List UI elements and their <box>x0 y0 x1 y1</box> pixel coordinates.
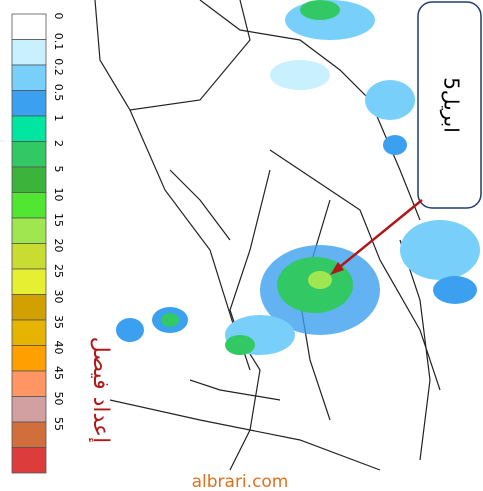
legend-label: 55 <box>52 417 65 431</box>
legend-swatch <box>11 319 47 346</box>
legend-swatch <box>11 141 47 168</box>
legend-label: 20 <box>52 239 65 253</box>
legend-swatch <box>11 447 47 474</box>
legend-swatch <box>11 39 47 66</box>
callout-arrow <box>335 199 423 271</box>
legend-swatch <box>11 396 47 423</box>
legend-swatch <box>11 370 47 397</box>
legend-label: 5 <box>52 166 65 173</box>
legend-swatch <box>11 345 47 372</box>
legend-label: 45 <box>52 366 65 380</box>
callout-box <box>417 1 482 209</box>
legend-swatch <box>11 217 47 244</box>
legend-label: 0.1 <box>52 33 65 51</box>
legend-label: 40 <box>52 341 65 355</box>
legend-label: 25 <box>52 264 65 278</box>
legend-label: 30 <box>52 290 65 304</box>
legend-label: 35 <box>52 315 65 329</box>
arrow-head <box>330 262 344 275</box>
legend-label: 0.2 <box>52 58 65 76</box>
legend-label: 10 <box>52 188 65 202</box>
legend-swatch <box>11 90 47 117</box>
legend-swatch <box>11 64 47 91</box>
callout-text: 5ابريل <box>440 77 464 133</box>
legend-swatch <box>11 268 47 295</box>
legend-swatch <box>11 421 47 448</box>
legend-swatch <box>11 192 47 219</box>
legend-label: 50 <box>52 392 65 406</box>
rain-areas <box>116 0 480 355</box>
legend-swatch <box>11 115 47 142</box>
legend-label: 1 <box>52 115 65 122</box>
legend-label: 0.5 <box>52 84 65 102</box>
legend-label: 15 <box>52 213 65 227</box>
legend-swatch <box>11 294 47 321</box>
author-text: إعداد فيصل <box>88 337 113 444</box>
legend-label: 2 <box>52 140 65 147</box>
legend-label: 0 <box>52 13 65 20</box>
legend-swatch <box>11 243 47 270</box>
watermark: albrari.com <box>192 472 289 491</box>
legend-swatch <box>11 166 47 193</box>
legend-swatch <box>11 13 47 40</box>
